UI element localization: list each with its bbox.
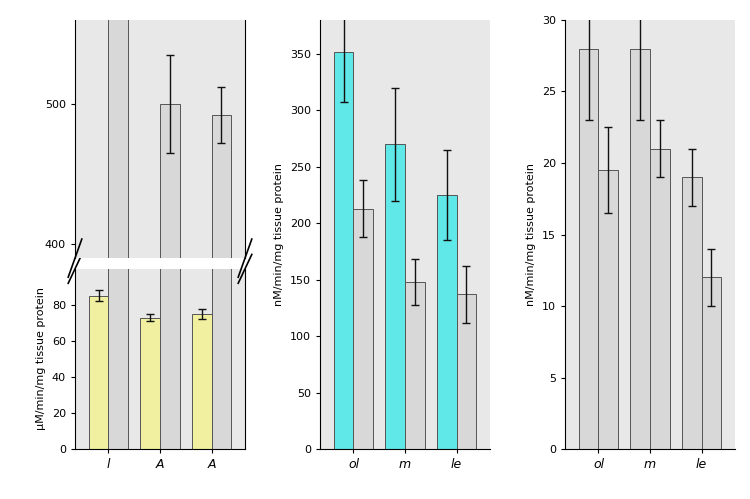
- Bar: [160, 0, 179, 449]
- Bar: [334, 51, 353, 449]
- Bar: [192, 314, 211, 449]
- Y-axis label: μM/min/mg tissue protein: μM/min/mg tissue protein: [36, 287, 46, 431]
- Bar: [405, 282, 424, 449]
- Bar: [457, 294, 476, 449]
- Bar: [353, 209, 373, 449]
- Bar: [160, 104, 179, 499]
- Bar: [89, 296, 109, 449]
- Bar: [211, 115, 231, 499]
- Y-axis label: nM/min/mg tissue protein: nM/min/mg tissue protein: [526, 163, 536, 306]
- Bar: [437, 195, 457, 449]
- Bar: [631, 48, 650, 449]
- Bar: [650, 149, 670, 449]
- Bar: [579, 48, 598, 449]
- Bar: [598, 170, 618, 449]
- Bar: [109, 0, 128, 499]
- Bar: [109, 0, 128, 449]
- Bar: [140, 317, 160, 449]
- Bar: [701, 277, 721, 449]
- Y-axis label: nM/min/mg tissue protein: nM/min/mg tissue protein: [274, 163, 284, 306]
- Bar: [682, 177, 701, 449]
- Bar: [211, 0, 231, 449]
- Bar: [386, 144, 405, 449]
